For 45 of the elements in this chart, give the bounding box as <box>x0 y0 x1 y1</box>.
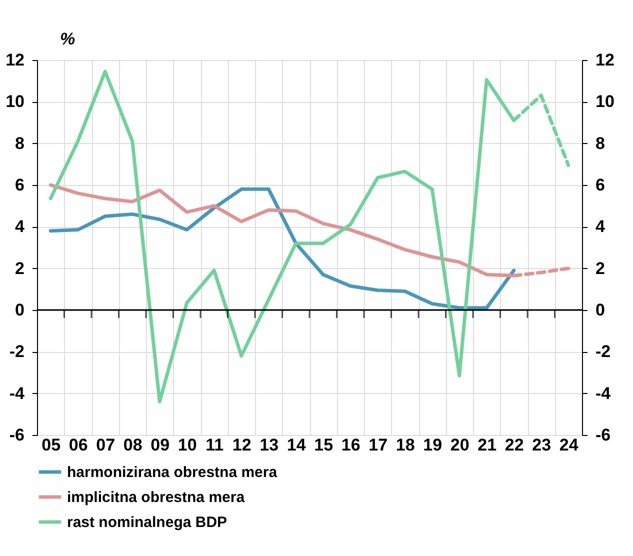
y2-tick-label: 10 <box>596 92 614 112</box>
x-tick-label: 15 <box>314 436 334 454</box>
y-tick-label: 6 <box>15 176 24 194</box>
y2-tick-label: -4 <box>596 384 612 403</box>
y-axis-title: % <box>60 30 76 48</box>
x-tick-label: 20 <box>450 436 470 454</box>
y-tick-label: 12 <box>6 50 24 70</box>
x-tick-label: 08 <box>123 436 142 454</box>
legend-label: implicitna obrestna mera <box>67 489 246 506</box>
x-tick-label: 18 <box>396 436 415 454</box>
y-tick-label: -2 <box>9 342 24 362</box>
x-tick-label: 16 <box>341 436 360 454</box>
legend-label: harmonizirana obrestna mera <box>67 464 278 481</box>
x-tick-label: 05 <box>42 436 61 454</box>
x-tick-label: 24 <box>559 436 579 454</box>
x-tick-label: 13 <box>260 436 279 454</box>
y2-tick-label: 8 <box>596 134 605 153</box>
y2-tick-label: 2 <box>596 258 605 278</box>
y-tick-label: 10 <box>6 92 24 112</box>
x-tick-label: 09 <box>150 436 170 454</box>
line-series <box>48 187 516 310</box>
y-tick-label: 8 <box>15 134 24 153</box>
x-tick-label: 11 <box>206 436 224 454</box>
x-tick-label: 14 <box>286 436 306 454</box>
x-tick-label: 12 <box>232 436 252 454</box>
y2-tick-label: -2 <box>596 342 611 362</box>
x-tick-label: 17 <box>368 436 388 454</box>
y2-tick-label: 4 <box>596 217 606 236</box>
y2-tick-label: -6 <box>596 426 611 444</box>
y2-tick-label: 12 <box>596 50 614 70</box>
y-tick-label: 0 <box>15 300 24 320</box>
y-tick-label: 2 <box>15 258 24 278</box>
y-tick-label: -4 <box>9 384 26 403</box>
y2-tick-label: 6 <box>596 176 605 194</box>
x-tick-label: 21 <box>478 436 497 454</box>
x-tick-label: 06 <box>68 436 88 454</box>
y-tick-label: 4 <box>15 217 26 236</box>
x-tick-label: 10 <box>178 436 197 454</box>
x-tick-label: 22 <box>504 436 524 454</box>
legend-label: rast nominalnega BDP <box>67 514 228 531</box>
y2-tick-label: 0 <box>596 300 605 320</box>
x-tick-label: 07 <box>96 436 116 454</box>
x-tick-label: 19 <box>423 436 442 454</box>
x-tick-label: 23 <box>532 436 552 454</box>
y-tick-label: -6 <box>9 426 24 444</box>
